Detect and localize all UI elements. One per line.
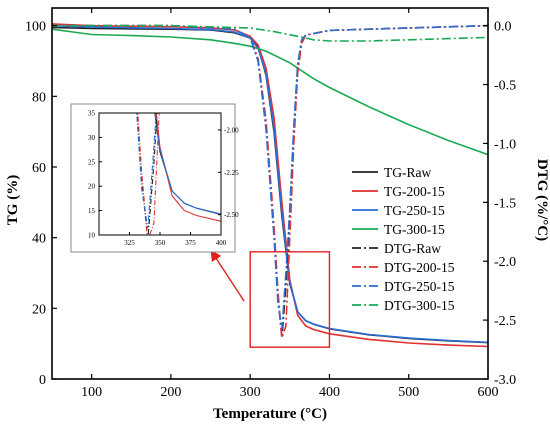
- inset-y-right-tick-label: -2.00: [224, 126, 239, 134]
- inset-y-right-tick-label: -2.50: [224, 211, 239, 219]
- x-tick-label: 300: [240, 385, 261, 400]
- legend-label-5: DTG-200-15: [384, 260, 455, 275]
- inset-y-left-tick-label: 25: [88, 158, 96, 166]
- x-tick-label: 200: [160, 385, 181, 400]
- plot-frame: [51, 7, 489, 380]
- inset-y-left-tick-label: 35: [88, 110, 96, 118]
- x-tick-label: 400: [319, 385, 340, 400]
- inset-y-left-tick-label: 20: [88, 183, 96, 191]
- inset-y-left-tick-label: 30: [88, 134, 96, 142]
- inset-x-tick-label: 400: [216, 239, 227, 247]
- zoom-highlight-box: [249, 251, 331, 348]
- inset-y-left-tick-label: 15: [88, 207, 96, 215]
- x-tick-label: 500: [398, 385, 419, 400]
- inset-series-line-5: [137, 113, 160, 235]
- y-right-tick-label: -2.5: [494, 314, 516, 329]
- series-line-7: [52, 24, 488, 42]
- y-axis-left-label: TG (%): [5, 175, 21, 225]
- series-line-2: [52, 24, 488, 344]
- y-left-tick-label: 80: [32, 90, 46, 105]
- y-left-tick-label: 20: [32, 302, 46, 317]
- inset-series-group: [136, 113, 221, 235]
- y-right-tick-label: 0.0: [494, 20, 512, 35]
- legend-label-4: DTG-Raw: [384, 241, 441, 256]
- x-tick-label: 100: [81, 385, 102, 400]
- y-axis-right-label: DTG (%/°C): [534, 159, 550, 241]
- inset-x-tick-label: 350: [155, 239, 166, 247]
- inset-series-line-6: [136, 113, 157, 229]
- y-right-tick-label: -3.0: [494, 373, 516, 388]
- series-line-3: [52, 28, 488, 156]
- y-left-tick-label: 0: [39, 373, 46, 388]
- inset-y-left-tick-label: 10: [88, 232, 96, 240]
- y-right-tick-label: -2.0: [494, 255, 516, 270]
- zoom-arrow: [210, 249, 245, 302]
- inset-series-line-4: [136, 113, 158, 235]
- legend-label-7: DTG-300-15: [384, 298, 455, 313]
- inset-x-tick-label: 375: [185, 239, 196, 247]
- y-left-tick-label: 40: [32, 232, 46, 247]
- y-left-tick-label: 60: [32, 161, 46, 176]
- series-group: [52, 23, 488, 348]
- legend-label-3: TG-300-15: [384, 222, 445, 237]
- y-right-tick-label: -1.5: [494, 196, 516, 211]
- x-axis-label: Temperature (°C): [213, 406, 327, 422]
- inset-y-right-tick-label: -2.25: [224, 169, 239, 177]
- x-tick-label: 600: [478, 385, 499, 400]
- y-left-tick-label: 100: [25, 20, 46, 35]
- legend-label-1: TG-200-15: [384, 184, 445, 199]
- inset-panel: [70, 103, 236, 253]
- legend-label-2: TG-250-15: [384, 203, 445, 218]
- inset-x-tick-label: 325: [124, 239, 135, 247]
- y-right-tick-label: -0.5: [494, 79, 516, 94]
- series-line-6: [52, 24, 488, 330]
- legend-label-0: TG-Raw: [384, 165, 431, 180]
- legend-label-6: DTG-250-15: [384, 279, 455, 294]
- y-right-tick-label: -1.0: [494, 137, 516, 152]
